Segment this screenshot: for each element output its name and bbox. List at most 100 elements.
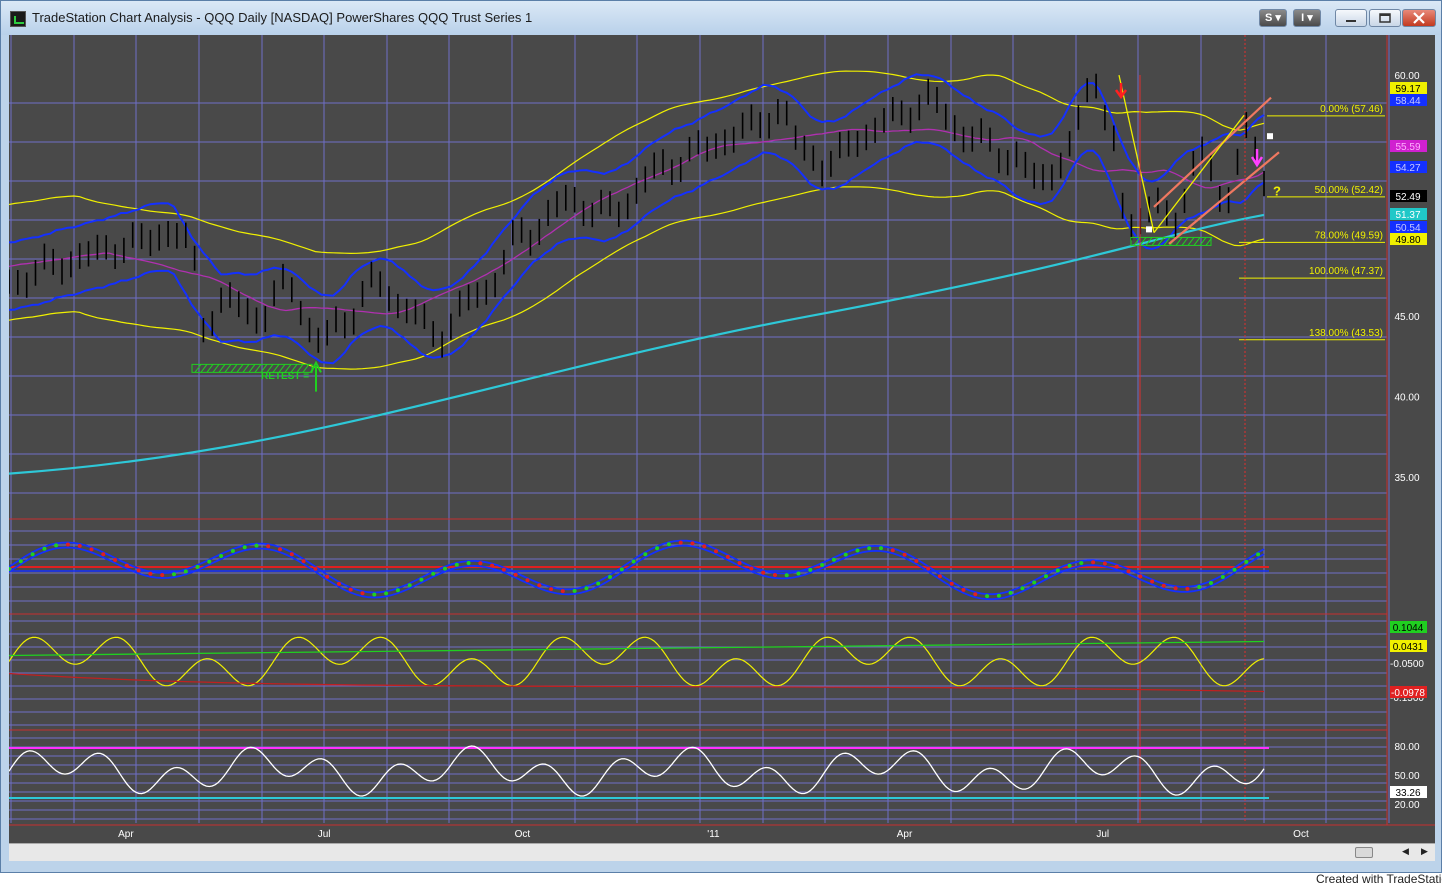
osc-dot <box>808 567 813 572</box>
osc-dot <box>1114 564 1119 569</box>
osc-dot <box>678 540 683 545</box>
lower-blue-band <box>9 140 1265 365</box>
osc-badge-text: 0.0431 <box>1393 642 1424 653</box>
osc-dot <box>9 567 11 571</box>
price-badge <box>1390 221 1427 233</box>
osc-dot <box>230 549 235 553</box>
osc-badge <box>1390 640 1427 652</box>
time-axis-tick: Jul <box>1096 829 1109 840</box>
fib-label-0: 0.00% (57.46) <box>1320 104 1383 115</box>
osc-yellow-line <box>9 636 1265 687</box>
close-icon <box>1413 12 1425 24</box>
time-axis-tick: Apr <box>897 829 913 840</box>
chart-canvas[interactable]: RETEST = 0.00% (57.46) 50.00% (52.42) 78.00… <box>9 35 1435 843</box>
osc-dot <box>1220 575 1225 579</box>
hatch-line <box>1163 237 1171 246</box>
osc-dot <box>796 571 801 576</box>
osc-dot <box>1244 559 1249 564</box>
hatch-line <box>248 364 256 373</box>
osc-dot <box>996 593 1001 598</box>
rsi-line <box>9 745 1265 797</box>
osc-lower-blue <box>9 544 1265 601</box>
osc-dot <box>266 544 271 549</box>
osc-dot <box>1197 585 1202 589</box>
osc-dot <box>513 572 518 577</box>
style-menu-label: S <box>1265 12 1273 24</box>
upper-yellow-band <box>9 70 1265 255</box>
osc-dot <box>937 574 942 579</box>
osc-dot <box>301 559 306 564</box>
osc-dot <box>1102 561 1107 566</box>
rsi-axis-tick: 80.00 <box>1394 742 1419 753</box>
info-menu-button[interactable]: I ▾ <box>1293 9 1321 27</box>
hatch-line <box>224 364 232 373</box>
osc-dot <box>549 587 554 592</box>
osc-dot <box>1173 586 1178 591</box>
channel-upper-line <box>1153 96 1272 208</box>
osc-dot <box>890 548 895 553</box>
time-axis-tick: Oct <box>515 829 531 840</box>
scrollbar-thumb[interactable] <box>1355 847 1373 858</box>
chart-area[interactable]: RETEST = 0.00% (57.46) 50.00% (52.42) 78.00… <box>9 35 1435 843</box>
time-axis-tick: Apr <box>118 829 134 840</box>
osc-dot <box>454 562 459 567</box>
osc-dot <box>749 566 754 571</box>
osc-dot <box>1044 574 1048 579</box>
scroll-left-icon[interactable]: ◀ <box>1402 846 1409 856</box>
horizontal-scrollbar[interactable]: ◀ ▶ <box>9 843 1435 861</box>
hatch-line <box>296 364 304 373</box>
scroll-right-icon[interactable]: ▶ <box>1421 846 1428 856</box>
osc-dot <box>926 566 931 571</box>
price-axis-tick: 35.00 <box>1394 473 1419 484</box>
osc-dot <box>1032 580 1037 585</box>
price-axis-tick: 45.00 <box>1394 312 1419 323</box>
osc-dot <box>207 559 212 564</box>
hatch-line <box>260 364 268 373</box>
osc-dot <box>1185 586 1190 591</box>
style-menu-button[interactable]: S ▾ <box>1259 9 1287 27</box>
osc-dot <box>537 583 542 588</box>
osc-dot <box>419 577 424 582</box>
price-badge <box>1390 161 1427 173</box>
osc-dot <box>643 552 648 557</box>
osc-dot <box>466 561 471 565</box>
hatch-line <box>290 364 298 373</box>
hatch-line <box>272 364 280 373</box>
osc-dot <box>737 561 742 565</box>
hatch-line <box>218 364 226 373</box>
osc-dot <box>1209 581 1213 585</box>
osc-dot <box>985 594 990 599</box>
osc-dot <box>961 587 966 592</box>
osc-dot <box>18 559 23 564</box>
price-badge-text: 54.27 <box>1395 163 1420 174</box>
osc-dot <box>973 592 978 597</box>
osc-dot <box>820 563 825 567</box>
osc-dot <box>784 573 789 578</box>
osc-dot <box>136 568 141 573</box>
osc-dot <box>572 588 577 593</box>
osc-dot <box>490 563 495 568</box>
retest-label: RETEST = <box>261 371 309 382</box>
channel-lower-line <box>1168 151 1280 245</box>
osc-dot <box>1256 552 1261 557</box>
osc-dot <box>395 588 400 593</box>
hatch-line <box>1181 237 1189 246</box>
osc-dot <box>384 591 389 596</box>
price-axis-tick: 40.00 <box>1394 392 1419 403</box>
osc-dot <box>879 546 883 551</box>
hatch-line <box>1175 237 1183 246</box>
hatch-line <box>242 364 250 373</box>
zigzag-line <box>1118 74 1155 233</box>
osc-dot <box>867 546 872 551</box>
osc-dot <box>702 544 707 549</box>
title-bar[interactable]: TradeStation Chart Analysis - QQQ Daily … <box>1 1 1441 35</box>
osc-upper-blue <box>9 539 1265 596</box>
osc-dot <box>1138 574 1143 579</box>
close-button[interactable] <box>1402 9 1436 27</box>
maximize-button[interactable] <box>1369 9 1401 27</box>
long-term-cyan-average <box>9 213 1265 475</box>
price-badge <box>1390 94 1427 106</box>
down-arrow-icon <box>1250 149 1264 168</box>
minimize-button[interactable] <box>1335 9 1367 27</box>
osc-dot <box>443 566 447 571</box>
